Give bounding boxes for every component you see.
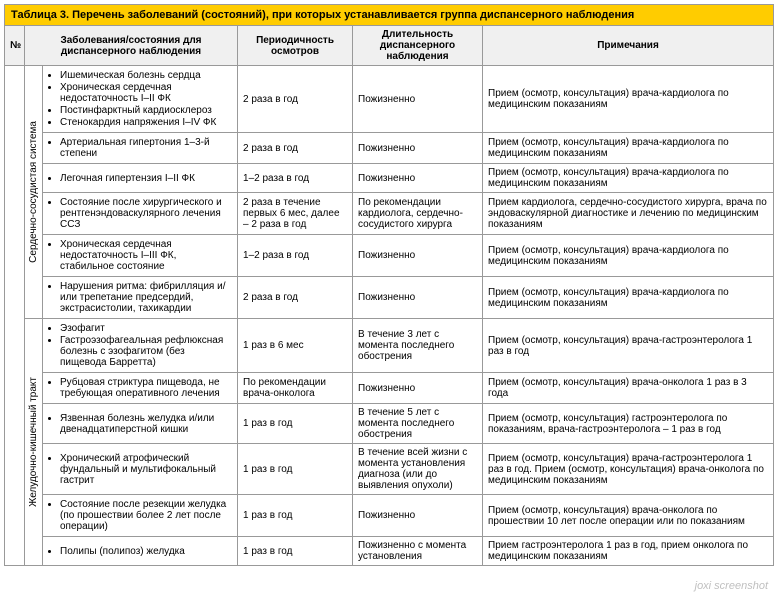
notes-cell: Прием (осмотр, консультация) врача-гастр…: [483, 444, 774, 495]
frequency-cell: 1–2 раза в год: [238, 235, 353, 277]
table-body: Сердечно-сосудистая системаИшемическая б…: [5, 66, 774, 566]
frequency-cell: 2 раза в год: [238, 133, 353, 164]
diseases-cell: Состояние после хирургического и рентген…: [43, 193, 238, 235]
col-notes: Примечания: [483, 26, 774, 66]
diseases-cell: Полипы (полипоз) желудка: [43, 537, 238, 566]
disease-item: Эзофагит: [60, 323, 232, 334]
notes-cell: Прием гастроэнтеролога 1 раз в год, прие…: [483, 537, 774, 566]
diseases-cell: Состояние после резекции желудка (по про…: [43, 495, 238, 537]
watermark: joxi screenshot: [695, 580, 768, 592]
disease-item: Полипы (полипоз) желудка: [60, 546, 232, 557]
disease-item: Состояние после хирургического и рентген…: [60, 197, 232, 230]
table-row: Легочная гипертензия I–II ФК 1–2 раза в г…: [5, 164, 774, 193]
duration-cell: Пожизненно: [353, 277, 483, 319]
section-label: Желудочно-кишечный тракт: [25, 319, 43, 566]
frequency-cell: 1 раз в 6 мес: [238, 319, 353, 373]
frequency-cell: По рекомендации врача-онколога: [238, 373, 353, 404]
notes-cell: Прием (осмотр, консультация) врача-карди…: [483, 66, 774, 133]
notes-cell: Прием (осмотр, консультация) врача-онкол…: [483, 373, 774, 404]
table-row: Хроническая сердечная недостаточность I–…: [5, 235, 774, 277]
disease-item: Стенокардия напряжения I–IV ФК: [60, 117, 232, 128]
table-row: Хронический атрофический фундальный и му…: [5, 444, 774, 495]
diseases-cell: Хронический атрофический фундальный и му…: [43, 444, 238, 495]
disease-item: Артериальная гипертония 1–3-й степени: [60, 137, 232, 159]
disease-item: Хроническая сердечная недостаточность I–…: [60, 82, 232, 104]
diseases-cell: Артериальная гипертония 1–3-й степени: [43, 133, 238, 164]
row-number: [5, 66, 25, 566]
duration-cell: В течение всей жизни с момента установле…: [353, 444, 483, 495]
frequency-cell: 2 раза в год: [238, 277, 353, 319]
table-header: № Заболевания/состояния для диспансерног…: [5, 26, 774, 66]
duration-cell: По рекомендации кардиолога, сердечно-сос…: [353, 193, 483, 235]
diseases-cell: Рубцовая стриктура пищевода, не требующа…: [43, 373, 238, 404]
duration-cell: Пожизненно: [353, 133, 483, 164]
notes-cell: Прием (осмотр, консультация) врача-карди…: [483, 164, 774, 193]
notes-cell: Прием (осмотр, консультация) врача-карди…: [483, 133, 774, 164]
section-label: Сердечно-сосудистая система: [25, 66, 43, 319]
frequency-cell: 2 раза в течение первых 6 мес, далее – 2…: [238, 193, 353, 235]
duration-cell: В течение 3 лет с момента последнего обо…: [353, 319, 483, 373]
notes-cell: Прием (осмотр, консультация) гастроэнтер…: [483, 404, 774, 444]
notes-cell: Прием кардиолога, сердечно-сосудистого х…: [483, 193, 774, 235]
diseases-cell: ЭзофагитГастроэзофагеальная рефлюксная б…: [43, 319, 238, 373]
duration-cell: В течение 5 лет с момента последнего обо…: [353, 404, 483, 444]
table-row: Язвенная болезнь желудка и/или двенадцат…: [5, 404, 774, 444]
table-row: Артериальная гипертония 1–3-й степени 2 р…: [5, 133, 774, 164]
duration-cell: Пожизненно: [353, 164, 483, 193]
disease-item: Гастроэзофагеальная рефлюксная болезнь с…: [60, 335, 232, 368]
table-title: Таблица 3. Перечень заболеваний (состоян…: [4, 4, 774, 25]
duration-cell: Пожизненно: [353, 495, 483, 537]
frequency-cell: 2 раза в год: [238, 66, 353, 133]
duration-cell: Пожизненно с момента установления: [353, 537, 483, 566]
col-frequency: Периодичность осмотров: [238, 26, 353, 66]
duration-cell: Пожизненно: [353, 373, 483, 404]
disease-item: Постинфарктный кардиосклероз: [60, 105, 232, 116]
diseases-cell: Хроническая сердечная недостаточность I–…: [43, 235, 238, 277]
table-row: Сердечно-сосудистая системаИшемическая б…: [5, 66, 774, 133]
diseases-cell: Ишемическая болезнь сердцаХроническая се…: [43, 66, 238, 133]
col-num: №: [5, 26, 25, 66]
notes-cell: Прием (осмотр, консультация) врача-гастр…: [483, 319, 774, 373]
table-row: Состояние после хирургического и рентген…: [5, 193, 774, 235]
duration-cell: Пожизненно: [353, 235, 483, 277]
table-row: Рубцовая стриктура пищевода, не требующа…: [5, 373, 774, 404]
notes-cell: Прием (осмотр, консультация) врача-карди…: [483, 235, 774, 277]
disease-item: Состояние после резекции желудка (по про…: [60, 499, 232, 532]
col-diseases: Заболевания/состояния для диспансерного …: [25, 26, 238, 66]
disease-item: Рубцовая стриктура пищевода, не требующа…: [60, 377, 232, 399]
table-row: Состояние после резекции желудка (по про…: [5, 495, 774, 537]
disease-item: Язвенная болезнь желудка и/или двенадцат…: [60, 413, 232, 435]
diseases-cell: Язвенная болезнь желудка и/или двенадцат…: [43, 404, 238, 444]
table-row: Желудочно-кишечный трактЭзофагитГастроэз…: [5, 319, 774, 373]
table-row: Нарушения ритма: фибрилляция и/или трепе…: [5, 277, 774, 319]
col-duration: Длительность диспансерного наблюдения: [353, 26, 483, 66]
diseases-cell: Легочная гипертензия I–II ФК: [43, 164, 238, 193]
diseases-table: № Заболевания/состояния для диспансерног…: [4, 25, 774, 566]
notes-cell: Прием (осмотр, консультация) врача-карди…: [483, 277, 774, 319]
frequency-cell: 1 раз в год: [238, 537, 353, 566]
disease-item: Хронический атрофический фундальный и му…: [60, 453, 232, 486]
table-row: Полипы (полипоз) желудка 1 раз в годПожиз…: [5, 537, 774, 566]
disease-item: Хроническая сердечная недостаточность I–…: [60, 239, 232, 272]
disease-item: Ишемическая болезнь сердца: [60, 70, 232, 81]
disease-item: Легочная гипертензия I–II ФК: [60, 173, 232, 184]
frequency-cell: 1 раз в год: [238, 404, 353, 444]
frequency-cell: 1 раз в год: [238, 495, 353, 537]
duration-cell: Пожизненно: [353, 66, 483, 133]
frequency-cell: 1–2 раза в год: [238, 164, 353, 193]
frequency-cell: 1 раз в год: [238, 444, 353, 495]
diseases-cell: Нарушения ритма: фибрилляция и/или трепе…: [43, 277, 238, 319]
notes-cell: Прием (осмотр, консультация) врача-онкол…: [483, 495, 774, 537]
disease-item: Нарушения ритма: фибрилляция и/или трепе…: [60, 281, 232, 314]
